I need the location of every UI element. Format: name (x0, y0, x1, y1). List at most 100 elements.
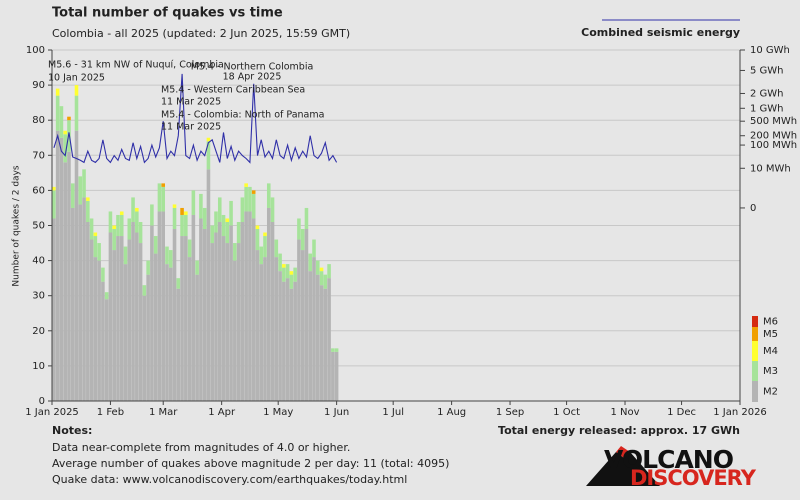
bar-segment (255, 225, 260, 230)
x-tick-label: 1 Oct (553, 407, 580, 418)
bar-segment (86, 197, 90, 201)
bar-segment (74, 85, 79, 96)
bar-segment (270, 221, 275, 401)
note: Data near-complete from magnitudes of 4.… (52, 441, 350, 454)
legend-label: M6 (763, 317, 778, 328)
logo-lava (616, 446, 630, 458)
x-tick-label: 1 Nov (610, 407, 639, 418)
annotation: M5.6 - 31 km NW of Nuquí, Colombia (48, 60, 224, 71)
y2-tick-label: 10 GWh (750, 45, 790, 56)
bar-segment (289, 288, 294, 401)
bar-segment (108, 232, 113, 401)
bar-segment (157, 183, 162, 212)
bar-segment (319, 285, 324, 401)
y-tick-label: 0 (39, 396, 45, 407)
legend-label: M3 (763, 366, 778, 377)
legend-label: M5 (763, 329, 778, 340)
bar-segment (184, 211, 188, 215)
y2-tick-label: 100 MWh (750, 140, 797, 151)
x-tick-label: 1 Jan 2026 (713, 407, 767, 418)
bar-segment (251, 190, 256, 194)
bar-segment (86, 221, 90, 401)
x-tick-label: 1 Jan 2025 (25, 407, 79, 418)
bar-segment (168, 250, 173, 268)
bar-segment (93, 232, 98, 237)
bar-segment (63, 134, 67, 163)
bar-segment (150, 225, 154, 401)
bar-segment (244, 211, 248, 401)
annotation: 11 Mar 2025 (161, 122, 221, 133)
bar-segment (263, 232, 267, 237)
y-tick-label: 90 (32, 80, 45, 91)
bar-segment (255, 250, 260, 401)
bar-segment (266, 183, 271, 208)
bar-segment (78, 176, 83, 205)
bar-segment (293, 281, 297, 401)
bar-segment (93, 236, 98, 258)
bar-segment (297, 239, 301, 401)
bar-segment (119, 211, 124, 215)
bar-segment (195, 274, 199, 401)
bar-segment (293, 267, 297, 282)
bar-segment (251, 218, 256, 401)
bar-segment (184, 214, 188, 237)
y-tick-label: 30 (32, 291, 45, 302)
y-axis-label: Number of quakes / 2 days (12, 165, 22, 286)
bar-segment (93, 257, 98, 401)
legend-label: M2 (763, 387, 778, 398)
bar-segment (274, 257, 279, 401)
bar-segment (300, 229, 305, 251)
y-tick-label: 40 (32, 256, 45, 267)
bar-segment (214, 211, 218, 233)
bar-segment (70, 183, 75, 208)
bar-segment (104, 299, 109, 401)
note: Quake data: www.volcanodiscovery.com/ear… (52, 473, 407, 486)
bar-segment (312, 239, 316, 258)
bar-segment (334, 351, 339, 401)
bar-segment (278, 253, 282, 272)
bar-segment (199, 218, 203, 401)
y-tick-label: 100 (26, 45, 45, 56)
bar-segment (142, 295, 147, 401)
bar-segment (206, 169, 211, 401)
bar-segment (82, 197, 86, 401)
bar-segment (172, 204, 177, 208)
bar-segment (101, 281, 105, 401)
bar-segment (131, 221, 135, 401)
bar-segment (300, 250, 305, 401)
bar-segment (176, 278, 181, 289)
logo-volcano (586, 452, 660, 486)
bar-segment (251, 193, 256, 219)
logo-text: DISCOVERY (630, 466, 757, 490)
bar-segment (55, 95, 60, 131)
x-tick-label: 1 May (263, 407, 293, 418)
legend-swatch (752, 341, 758, 361)
bar-segment (187, 257, 192, 401)
legend-swatch (752, 316, 758, 327)
bar-segment (180, 236, 184, 401)
bar-segment (116, 236, 120, 401)
bar-segment (327, 264, 331, 279)
legend-swatch (752, 381, 758, 402)
y-tick-label: 20 (32, 326, 45, 337)
bar-segment (274, 239, 279, 258)
bar-segment (119, 236, 124, 401)
x-tick-label: 1 Jun (324, 407, 349, 418)
bar-segment (225, 243, 230, 401)
bar-segment (334, 348, 339, 352)
bar-segment (297, 218, 301, 240)
bar-segment (191, 190, 196, 215)
bar-segment (135, 232, 139, 401)
bar-segment (315, 260, 320, 275)
y2-tick-label: 2 GWh (750, 88, 784, 99)
y2-tick-label: 200 MWh (750, 131, 797, 142)
y-tick-label: 10 (32, 361, 45, 372)
bar-segment (97, 260, 101, 401)
bar-segment (221, 236, 226, 401)
bar-segment (135, 207, 139, 212)
bar-segment (112, 225, 116, 230)
x-tick-label: 1 Apr (208, 407, 236, 418)
bar-segment (331, 351, 335, 401)
y2-tick-label: 0 (750, 203, 756, 214)
bar-segment (308, 253, 313, 272)
